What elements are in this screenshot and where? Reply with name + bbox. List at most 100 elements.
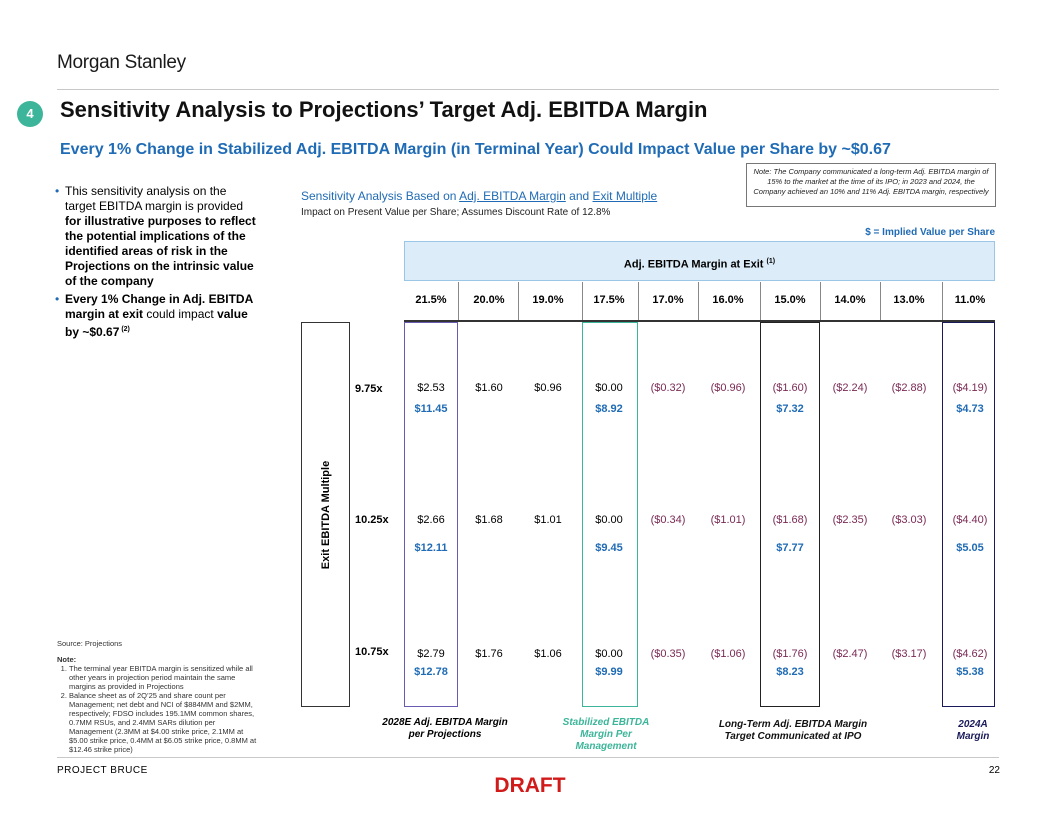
col-divider xyxy=(638,282,639,320)
ipo-margin-note: Note: The Company communicated a long-te… xyxy=(746,163,996,207)
caption-2024a-margin: 2024A Margin xyxy=(956,719,990,742)
cell-value: ($0.32) xyxy=(650,382,686,394)
col-divider xyxy=(458,282,459,320)
bullet-1-text: This sensitivity analysis on the target … xyxy=(65,184,244,213)
bullet-1: This sensitivity analysis on the target … xyxy=(55,184,257,289)
implied-value: $7.77 xyxy=(776,542,804,554)
bullet-2: Every 1% Change in Adj. EBITDA margin at… xyxy=(55,292,257,340)
page-subtitle: Every 1% Change in Stabilized Adj. EBITD… xyxy=(60,141,891,158)
margin-col-9: 11.0% xyxy=(954,294,986,306)
cell-value: ($2.47) xyxy=(832,648,868,660)
cell-value: ($0.35) xyxy=(650,648,686,660)
implied-value: $9.45 xyxy=(595,542,623,554)
morgan-stanley-logo: Morgan Stanley xyxy=(57,52,186,73)
project-name: PROJECT BRUCE xyxy=(57,765,148,776)
margin-col-7: 14.0% xyxy=(834,294,866,306)
highlight-column-2 xyxy=(760,322,820,707)
cell-value: ($1.06) xyxy=(710,648,746,660)
cell-value: ($1.60) xyxy=(772,382,808,394)
margin-col-5: 16.0% xyxy=(712,294,744,306)
cell-value: $1.68 xyxy=(475,514,503,526)
col-divider xyxy=(582,282,583,320)
col-divider xyxy=(942,282,943,320)
cell-value: $0.00 xyxy=(595,514,623,526)
margin-col-3: 17.5% xyxy=(593,294,625,306)
adj-ebitda-margin-link[interactable]: Adj. EBITDA Margin xyxy=(459,189,566,203)
cell-value: ($1.68) xyxy=(772,514,808,526)
caption-stabilized-margin: Stabilized EBITDA Margin Per Management xyxy=(562,717,650,752)
cell-value: ($2.35) xyxy=(832,514,868,526)
margin-header: Adj. EBITDA Margin at Exit (1) xyxy=(404,241,995,281)
margin-col-4: 17.0% xyxy=(652,294,684,306)
draft-watermark: DRAFT xyxy=(494,774,566,797)
source-note: Source: Projections xyxy=(57,639,123,648)
col-divider xyxy=(760,282,761,320)
exit-multiple-axis-label: Exit EBITDA Multiple xyxy=(319,460,332,569)
col-divider xyxy=(820,282,821,320)
bullet-2-bold-1: Every 1% Change in Adj. EBITDA margin at… xyxy=(65,292,253,321)
cell-value: ($0.34) xyxy=(650,514,686,526)
margin-header-footnote-ref: (1) xyxy=(766,258,776,265)
page-title: Sensitivity Analysis to Projections’ Tar… xyxy=(60,97,708,122)
bottom-divider xyxy=(57,757,999,758)
bullet-2-footnote-ref: (2) xyxy=(119,326,130,333)
top-divider xyxy=(57,89,999,90)
exit-multiple-1: 10.25x xyxy=(355,514,389,526)
cell-value: ($3.03) xyxy=(891,514,927,526)
implied-value: $4.73 xyxy=(956,403,984,415)
highlight-column-1 xyxy=(582,322,638,707)
caption-2028e-margin: 2028E Adj. EBITDA Margin per Projections xyxy=(382,717,508,740)
margin-col-0: 21.5% xyxy=(415,294,447,306)
implied-value: $12.78 xyxy=(414,666,448,678)
sensitivity-title-text: Sensitivity Analysis Based on xyxy=(301,189,460,203)
header-rule xyxy=(404,320,995,322)
margin-col-1: 20.0% xyxy=(473,294,505,306)
footnotes-label: Note: xyxy=(57,655,77,664)
implied-value-legend: $ = Implied Value per Share xyxy=(865,227,995,238)
exit-multiple-0: 9.75x xyxy=(355,383,383,395)
caption-ipo-target: Long-Term Adj. EBITDA Margin Target Comm… xyxy=(718,719,868,742)
implied-value: $7.32 xyxy=(776,403,804,415)
margin-header-label: Adj. EBITDA Margin at Exit xyxy=(623,258,764,271)
sensitivity-title-and: and xyxy=(565,189,593,203)
exit-multiple-link[interactable]: Exit Multiple xyxy=(592,189,658,203)
cell-value: ($4.62) xyxy=(952,648,988,660)
bullet-1-bold: for illustrative purposes to reflect the… xyxy=(65,214,256,288)
col-divider xyxy=(698,282,699,320)
exit-multiple-2: 10.75x xyxy=(355,646,389,658)
cell-value: $2.53 xyxy=(417,382,445,394)
implied-value: $5.38 xyxy=(956,666,984,678)
cell-value: $1.76 xyxy=(475,648,503,660)
implied-value: $12.11 xyxy=(414,542,448,554)
cell-value: $2.79 xyxy=(417,648,445,660)
exit-multiple-axis: Exit EBITDA Multiple xyxy=(301,322,350,707)
implied-value: $8.23 xyxy=(776,666,804,678)
cell-value: ($1.01) xyxy=(710,514,746,526)
col-divider xyxy=(880,282,881,320)
col-divider xyxy=(518,282,519,320)
margin-col-8: 13.0% xyxy=(893,294,925,306)
highlight-column-3 xyxy=(942,322,995,707)
cell-value: ($0.96) xyxy=(710,382,746,394)
cell-value: ($1.76) xyxy=(772,648,808,660)
cell-value: $1.06 xyxy=(534,648,562,660)
section-number-badge: 4 xyxy=(17,101,43,127)
bullet-2-bold-2: value by ~$0.67 xyxy=(65,307,248,339)
cell-value: $0.00 xyxy=(595,382,623,394)
margin-col-6: 15.0% xyxy=(774,294,806,306)
cell-value: $0.96 xyxy=(534,382,562,394)
cell-value: $2.66 xyxy=(417,514,445,526)
footnotes: Note: The terminal year EBITDA margin is… xyxy=(57,655,257,754)
cell-value: ($4.19) xyxy=(952,382,988,394)
implied-value: $11.45 xyxy=(414,403,448,415)
cell-value: $1.60 xyxy=(475,382,503,394)
cell-value: $0.00 xyxy=(595,648,623,660)
key-points: This sensitivity analysis on the target … xyxy=(55,184,257,343)
cell-value: ($2.88) xyxy=(891,382,927,394)
cell-value: ($4.40) xyxy=(952,514,988,526)
sensitivity-subtitle: Impact on Present Value per Share; Assum… xyxy=(301,207,611,218)
footnote-1: The terminal year EBITDA margin is sensi… xyxy=(69,664,257,691)
cell-value: ($2.24) xyxy=(832,382,868,394)
cell-value: $1.01 xyxy=(534,514,562,526)
implied-value: $8.92 xyxy=(595,403,623,415)
